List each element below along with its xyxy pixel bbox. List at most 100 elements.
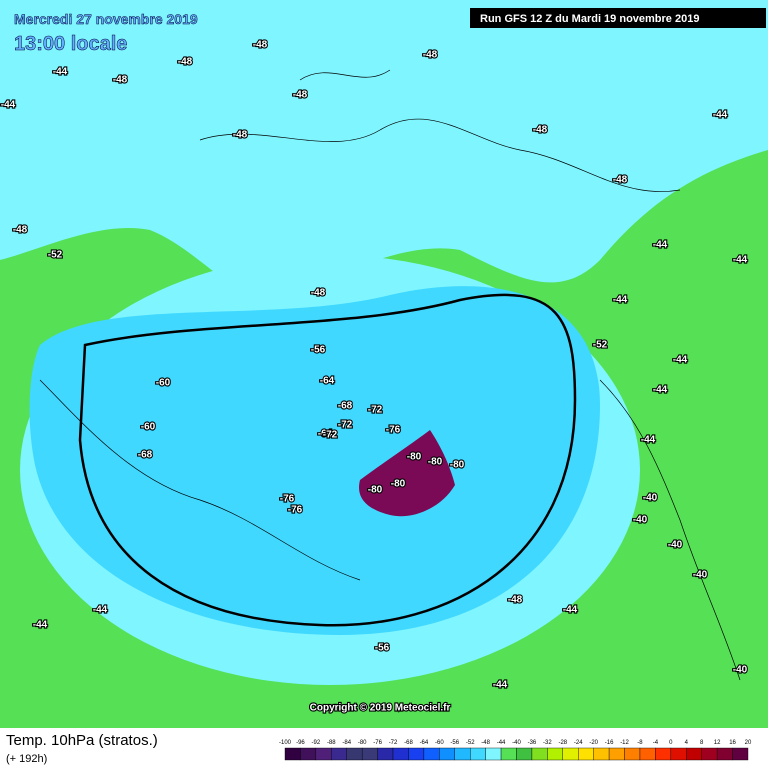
- scale-swatch: [346, 747, 363, 761]
- scale-swatch: [300, 747, 317, 761]
- contour-60-line: [78, 293, 577, 627]
- scale-swatch: [655, 747, 672, 761]
- contour-label: -48: [533, 125, 548, 136]
- contour-label: -48: [233, 130, 248, 141]
- contour-label: -40: [693, 570, 708, 581]
- scale-label: -84: [342, 740, 351, 746]
- contour-label: -80: [391, 479, 406, 490]
- scale-label: -96: [296, 740, 305, 746]
- scale-swatch: [392, 747, 409, 761]
- scale-swatch: [593, 747, 610, 761]
- scale-swatch: [315, 747, 332, 761]
- scale-label: -88: [327, 740, 336, 746]
- scale-label: -36: [528, 740, 537, 746]
- scale-swatch: [531, 747, 548, 761]
- color-scale: -100 -96 -92 -88 -84 -80 -76 -72 -68 -64 -60 -56 -52…: [279, 740, 752, 761]
- scale-label: 16: [729, 740, 736, 746]
- run-label: Run GFS 12 Z du Mardi 19 novembre 2019: [480, 13, 699, 25]
- contour-label: -64: [318, 429, 333, 440]
- contour-label: -48: [253, 40, 268, 51]
- contour-label: -48: [13, 225, 28, 236]
- contour-label: -48: [508, 595, 523, 606]
- scale-swatch: [562, 747, 579, 761]
- scale-swatch: [284, 747, 301, 761]
- scale-swatch: [547, 747, 563, 761]
- scale-swatch: [686, 747, 702, 761]
- contour-label: -44: [1, 100, 16, 111]
- contour-label: -44: [563, 605, 578, 616]
- contour-label: -40: [733, 665, 748, 676]
- coastlines: [39, 69, 741, 681]
- contour-label: -44: [33, 620, 48, 631]
- contour-label: -44: [713, 110, 728, 121]
- scale-label: -32: [543, 740, 552, 746]
- contour-label: -76: [386, 425, 401, 436]
- scale-label: -24: [574, 740, 583, 746]
- scale-swatch: [624, 747, 641, 761]
- contour-label: -44: [653, 240, 668, 251]
- contour-label: -68: [338, 401, 353, 412]
- contour-label: -68: [138, 450, 153, 461]
- contour-label: -48: [311, 288, 326, 299]
- contour-label: -64: [320, 376, 335, 387]
- footer-lead: (+ 192h): [6, 753, 47, 765]
- footer-title: Temp. 10hPa (stratos.): [6, 732, 158, 749]
- scale-swatch: [331, 747, 347, 761]
- scale-swatch: [408, 747, 425, 761]
- contour-label: -48: [423, 50, 438, 61]
- scale-label: -44: [497, 740, 506, 746]
- contour-label: -60: [141, 422, 156, 433]
- scale-swatch: [500, 747, 517, 761]
- time-label: 13:00 locale: [14, 33, 127, 55]
- contour-48: [0, 0, 768, 300]
- scale-label: -48: [481, 740, 490, 746]
- contour-label: -48: [613, 175, 628, 186]
- scale-swatch: [454, 747, 471, 761]
- date-label: Mercredi 27 novembre 2019: [14, 11, 198, 27]
- scale-label: -76: [373, 740, 382, 746]
- contour-label: -52: [48, 250, 63, 261]
- copyright: Copyright © 2019 Meteociel.fr: [310, 703, 451, 714]
- contour-label: -40: [633, 515, 648, 526]
- scale-label: -20: [589, 740, 598, 746]
- scale-swatch: [578, 747, 594, 761]
- contour-label: -44: [673, 355, 688, 366]
- contour-label: -76: [288, 505, 303, 516]
- scale-label: 12: [714, 740, 721, 746]
- contour-label: -72: [368, 405, 383, 416]
- scale-label: -68: [404, 740, 413, 746]
- scale-swatch: [423, 747, 440, 761]
- scale-label: 4: [685, 740, 689, 746]
- contour-label: -44: [613, 295, 628, 306]
- contour-label: -48: [293, 90, 308, 101]
- scale-swatch: [670, 747, 687, 761]
- scale-label: -12: [620, 740, 629, 746]
- scale-swatch: [716, 747, 733, 761]
- contour-label: -44: [53, 67, 68, 78]
- scale-label: -72: [389, 740, 398, 746]
- scale-swatch: [361, 747, 378, 761]
- scale-label: -40: [512, 740, 521, 746]
- scale-label: 20: [745, 740, 752, 746]
- scale-label: -8: [637, 740, 643, 746]
- contour-labels: -48 -48 -48 -48 -48 -48 -48 -48 -48 -44 -44 -44 -44 -…: [0, 39, 749, 692]
- contour-label: -48: [113, 75, 128, 86]
- scale-swatch: [439, 747, 455, 761]
- scale-swatch: [516, 747, 533, 761]
- scale-label: -4: [653, 740, 659, 746]
- scale-label: -56: [450, 740, 459, 746]
- contour-label: -60: [156, 378, 171, 389]
- scale-swatch: [470, 747, 486, 761]
- scale-swatch: [608, 747, 625, 761]
- scale-swatch: [485, 747, 502, 761]
- contour-label: -80: [428, 457, 443, 468]
- scale-label: -64: [420, 740, 429, 746]
- scale-label: -80: [358, 740, 367, 746]
- contour-label: -80: [368, 485, 383, 496]
- contour-label: -40: [668, 540, 683, 551]
- run-box: [470, 8, 766, 28]
- scale-label: -28: [558, 740, 567, 746]
- contour-label: -48: [178, 57, 193, 68]
